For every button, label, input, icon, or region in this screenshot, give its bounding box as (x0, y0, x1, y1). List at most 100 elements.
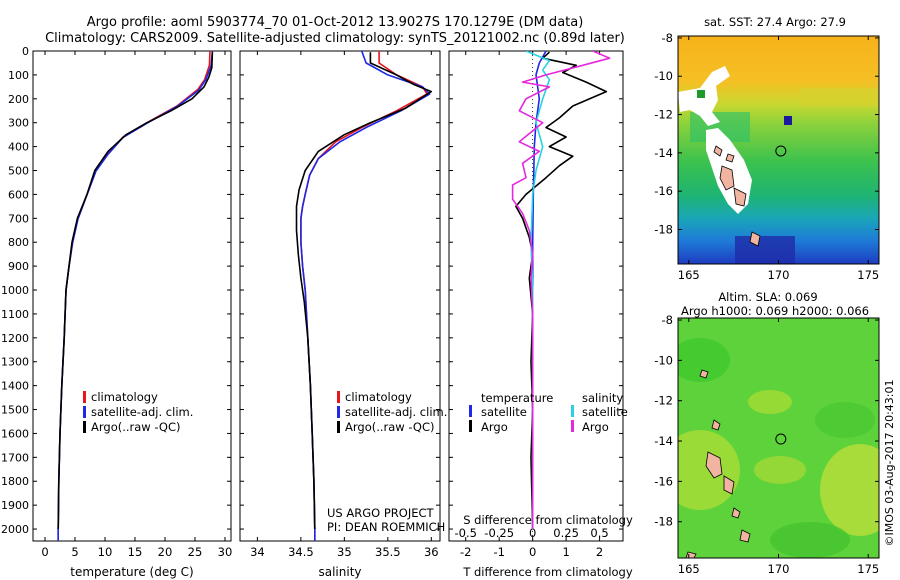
difference-depth-ticks (449, 50, 623, 530)
x2-tick-label: -0.25 (484, 526, 514, 540)
legend-swatch-temp-satellite (469, 405, 472, 417)
legend-label-temp-argo: Argo (481, 420, 508, 434)
depth-tick-label: 1900 (1, 499, 29, 512)
sla-field (678, 318, 879, 558)
map-y-tick-label: -16 (654, 184, 673, 198)
x-tick-label: 35.5 (375, 545, 401, 559)
salinity-depth-ticks (240, 50, 440, 530)
x-tick-label: 5 (71, 545, 78, 559)
map-y-tick-label: -18 (654, 515, 673, 529)
sla-anomaly (678, 338, 730, 382)
map-x-tick-label: 175 (857, 562, 879, 576)
depth-tick-label: 400 (8, 141, 29, 154)
series-line-argo-raw-qc- (57, 52, 214, 530)
sla-map-panel: Altim. SLA: 0.069 Argo h1000: 0.069 h200… (654, 290, 880, 576)
credit-project: US ARGO PROJECT (327, 506, 435, 520)
legend-label-satellite: satellite-adj. clim. (91, 405, 193, 419)
x-tick-label: 0 (41, 545, 48, 559)
legend-swatch-climatology (337, 391, 340, 403)
sla-anomaly (770, 522, 850, 558)
temperature-legend: climatology satellite-adj. clim. Argo(..… (83, 390, 193, 434)
legend-swatch-satellite (83, 406, 86, 418)
x2-tick-label: 0.5 (590, 526, 608, 540)
map-x-tick-label: 165 (678, 562, 700, 576)
series-line-salinity-argo (511, 51, 611, 529)
depth-tick-label: 2000 (1, 523, 29, 536)
legend-swatch-sal-satellite (571, 405, 574, 417)
depth-tick-label: 100 (8, 69, 29, 82)
x-tick-label: 10 (98, 545, 113, 559)
legend-label-climatology: climatology (345, 390, 412, 404)
depth-tick-label: 1500 (1, 404, 29, 417)
sst-field (678, 36, 879, 264)
x-tick-label: 1 (562, 545, 569, 559)
map-y-tick-label: -18 (654, 223, 673, 237)
depth-tick-label: 500 (8, 165, 29, 178)
x-tick-label: -1 (493, 545, 504, 559)
depth-tick-label: 1000 (1, 284, 29, 297)
sla-map-title-line2: Argo h1000: 0.069 h2000: 0.066 (681, 304, 869, 318)
x2-tick-label: 0 (529, 526, 536, 540)
series-line-argo-raw-qc- (295, 52, 433, 530)
legend-swatch-temp-argo (469, 420, 472, 432)
figure-title-line2: Climatology: CARS2009. Satellite-adjuste… (45, 31, 625, 46)
sla-anomaly (748, 390, 792, 414)
sst-land-pixel (784, 116, 792, 125)
sst-map-ticks: 165 170 175 -8 -10 -12 -14 -16 -18 (654, 31, 879, 282)
sst-argo-position-marker (775, 145, 787, 157)
map-y-tick-label: -16 (654, 474, 673, 488)
legend-label-argo: Argo(..raw -QC) (91, 420, 181, 434)
depth-tick-label: 1200 (1, 332, 29, 345)
sst-map-title: sat. SST: 27.4 Argo: 27.9 (704, 15, 846, 29)
depth-tick-label: 600 (8, 188, 29, 201)
sla-anomaly (754, 456, 806, 484)
map-y-tick-label: -12 (654, 108, 673, 122)
depth-tick-label: 1300 (1, 356, 29, 369)
x-tick-label: 34 (250, 545, 265, 559)
map-y-tick-label: -14 (654, 146, 673, 160)
sla-map-title-line1: Altim. SLA: 0.069 (718, 290, 817, 304)
legend-swatch-argo (337, 421, 340, 433)
sst-warm-patch (800, 88, 879, 106)
salinity-panel: 34 34.5 35 35.5 36 salinity climatology sate… (239, 50, 447, 579)
salinity-legend: climatology satellite-adj. clim. Argo(..… (337, 390, 447, 434)
x-tick-label: 36 (424, 545, 439, 559)
depth-tick-label: 800 (8, 236, 29, 249)
salinity-axis-ticks: 34 34.5 35 35.5 36 (250, 51, 439, 559)
sla-anomaly (815, 402, 875, 438)
x-tick-label: -2 (460, 545, 471, 559)
sst-islands (713, 145, 761, 247)
map-y-tick-label: -10 (654, 69, 673, 83)
legend-swatch-argo (83, 421, 86, 433)
credit-pi: PI: DEAN ROEMMICH (327, 520, 445, 534)
s-difference-label: S difference from climatology (463, 513, 633, 527)
t-difference-label: T difference from climatology (462, 565, 633, 579)
sst-land-pixel-2 (697, 90, 705, 98)
x-tick-label: 2 (596, 545, 603, 559)
map-y-tick-label: -8 (662, 31, 673, 45)
depth-tick-label: 300 (8, 117, 29, 130)
depth-tick-label: 700 (8, 212, 29, 225)
difference-legend: temperature satellite Argo salinity sate… (469, 391, 628, 434)
map-y-tick-label: -12 (654, 394, 673, 408)
map-x-tick-label: 175 (857, 268, 879, 282)
legend-swatch-climatology (83, 391, 86, 403)
legend-swatch-satellite (337, 406, 340, 418)
x-tick-label: 25 (188, 545, 203, 559)
salinity-xlabel: salinity (318, 565, 361, 579)
sst-deep-blue-patch (735, 236, 795, 264)
sla-anomaly (820, 444, 879, 536)
depth-tick-label: 0 (22, 45, 29, 58)
salinity-lines (295, 51, 433, 541)
difference-lines (511, 51, 611, 530)
temperature-panel: 0100200300400500600700800900100011001200… (1, 45, 232, 579)
series-line-salinity-satellite (525, 51, 551, 529)
depth-axis-ticks: 0 100 200 300 400 500 600 700 800 900 1000 1100 1200… (1, 45, 231, 536)
x2-tick-label: -0.5 (455, 526, 477, 540)
depth-tick-label: 900 (8, 260, 29, 273)
map-x-tick-label: 170 (768, 562, 790, 576)
depth-tick-label: 1400 (1, 380, 29, 393)
legend-label-satellite: satellite-adj. clim. (345, 405, 447, 419)
x-tick-label: 35 (337, 545, 352, 559)
